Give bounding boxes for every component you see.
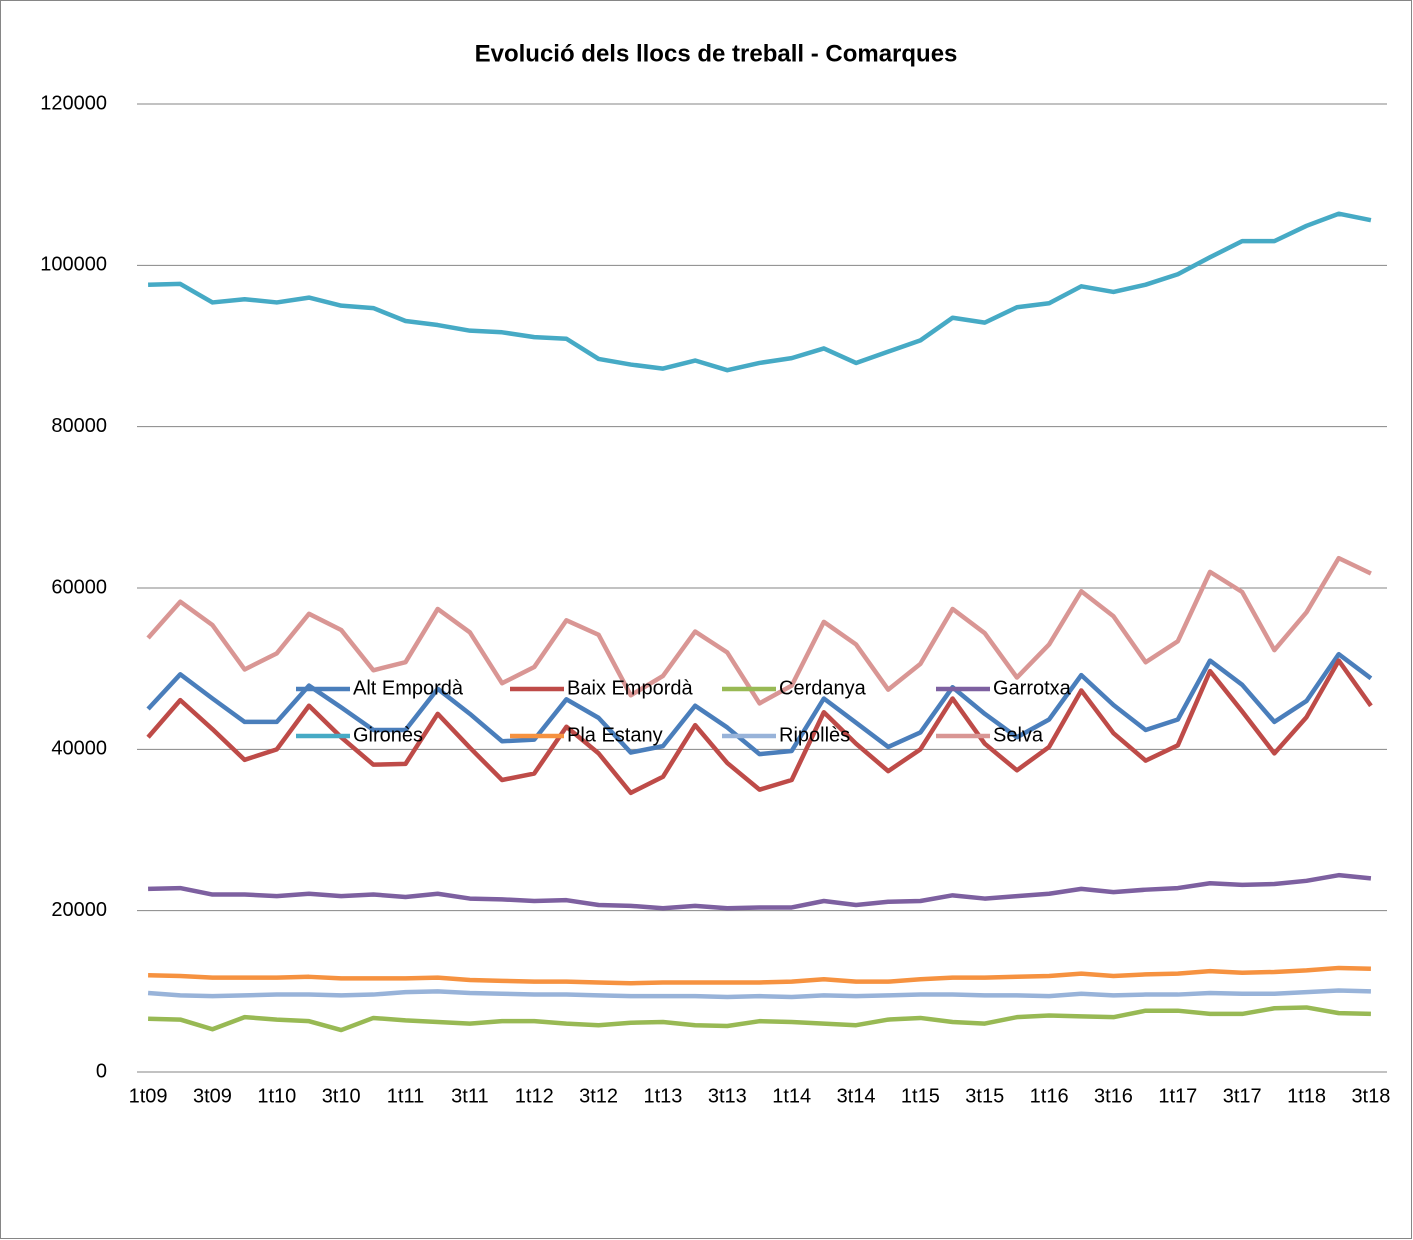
legend-label: Garrotxa (993, 677, 1072, 699)
x-tick-label: 1t12 (515, 1085, 554, 1107)
line-series (146, 658, 1373, 796)
x-tick-label: 1t13 (643, 1085, 682, 1107)
y-tick-label: 0 (96, 1060, 107, 1082)
line-series (146, 651, 1373, 757)
x-tick-label: 1t14 (772, 1085, 811, 1107)
x-tick-label: 3t16 (1094, 1085, 1133, 1107)
x-tick-label: 3t15 (965, 1085, 1004, 1107)
legend-label: Baix Empordà (567, 677, 693, 699)
y-tick-label: 20000 (51, 899, 107, 921)
y-tick-label: 80000 (51, 415, 107, 437)
line-series (148, 211, 1372, 373)
legend-label: Gironès (353, 724, 423, 746)
y-tick-label: 40000 (51, 738, 107, 760)
x-tick-label: 3t11 (451, 1085, 488, 1107)
x-tick-label: 1t18 (1287, 1085, 1326, 1107)
x-tick-label: 3t18 (1351, 1085, 1390, 1107)
x-tick-label: 3t14 (837, 1085, 876, 1107)
x-tick-label: 1t17 (1158, 1085, 1197, 1107)
line-series (148, 965, 1371, 986)
x-tick-label: 1t10 (257, 1085, 296, 1107)
x-tick-label: 1t15 (901, 1085, 940, 1107)
y-tick-label: 60000 (51, 576, 107, 598)
line-series (148, 872, 1372, 911)
x-tick-label: 1t16 (1030, 1085, 1069, 1107)
x-tick-label: 3t12 (579, 1085, 618, 1107)
y-tick-label: 100000 (40, 254, 107, 276)
legend-label: Pla Estany (567, 724, 663, 746)
x-tick-label: 3t10 (322, 1085, 361, 1107)
x-tick-label: 3t09 (193, 1085, 232, 1107)
x-tick-label: 3t17 (1223, 1085, 1262, 1107)
line-series (146, 555, 1372, 706)
x-tick-label: 1t09 (129, 1085, 168, 1107)
legend-label: Selva (993, 724, 1044, 746)
line-series (148, 1005, 1371, 1033)
line-series (147, 988, 1371, 1000)
x-tick-label: 3t13 (708, 1085, 747, 1107)
y-tick-label: 120000 (40, 92, 107, 114)
legend-label: Alt Empordà (353, 677, 464, 699)
chart-title: Evolució dels llocs de treball - Comarqu… (475, 40, 958, 67)
legend-label: Cerdanya (779, 677, 867, 699)
x-tick-label: 1t11 (387, 1085, 424, 1107)
legend-label: Ripollès (779, 724, 850, 746)
